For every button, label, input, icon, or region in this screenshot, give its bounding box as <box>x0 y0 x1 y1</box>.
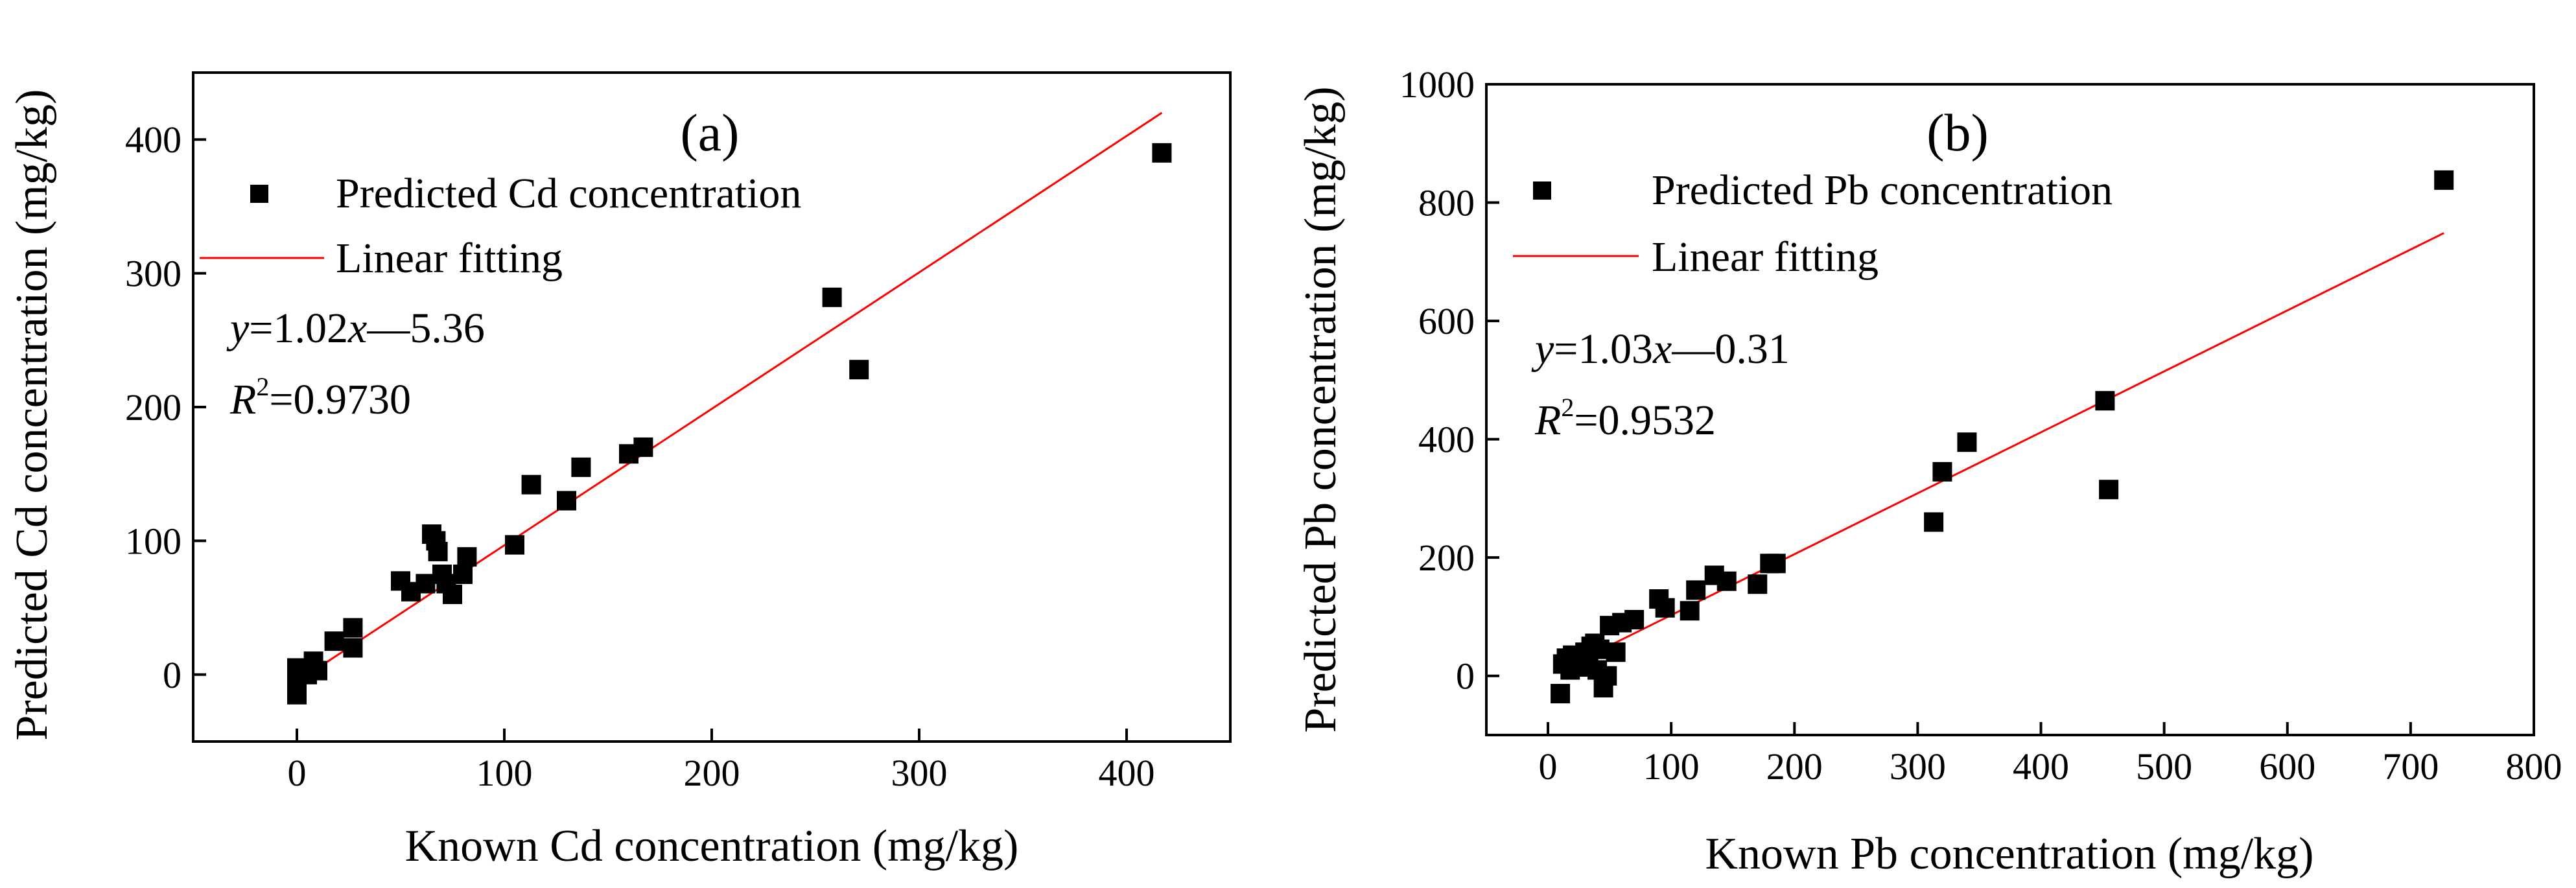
y-tick-label: 800 <box>1418 182 1475 224</box>
data-point <box>505 535 524 555</box>
y-tick-label: 200 <box>125 386 181 428</box>
data-point <box>1680 601 1700 621</box>
data-points <box>1551 170 2454 704</box>
data-point <box>571 457 591 477</box>
legend-line-label: Linear fitting <box>336 235 563 282</box>
data-point <box>453 565 473 584</box>
x-tick-label: 400 <box>2013 745 2069 788</box>
data-point <box>2099 480 2119 500</box>
data-point <box>849 360 869 380</box>
panel-label: (b) <box>1926 103 1989 162</box>
x-tick-label: 100 <box>476 752 533 794</box>
y-tick-label: 300 <box>125 253 181 295</box>
x-tick-label: 800 <box>2506 745 2562 788</box>
data-point <box>1716 571 1737 591</box>
y-axis-ticks: 0 200 400 600 800 1000 <box>1399 64 1499 697</box>
data-point <box>1748 574 1768 594</box>
data-point <box>1606 642 1626 662</box>
x-tick-label: 600 <box>2259 745 2315 788</box>
data-point <box>308 660 327 681</box>
legend-points-label: Predicted Pb concentration <box>1652 167 2113 214</box>
regression-equation: y=1.03x—0.31 <box>1531 325 1790 373</box>
x-axis-ticks: 0 100 200 300 400 500 600 700 800 <box>1539 722 2562 788</box>
data-point <box>1152 143 1172 163</box>
data-point <box>1924 512 1944 532</box>
y-tick-label: 0 <box>1456 655 1475 697</box>
data-point <box>343 638 363 658</box>
x-tick-label: 700 <box>2382 745 2439 788</box>
panel-label: (a) <box>680 103 739 162</box>
data-points <box>287 143 1172 705</box>
x-tick-label: 300 <box>1890 745 1946 788</box>
x-tick-label: 300 <box>891 752 948 794</box>
x-tick-label: 200 <box>1766 745 1823 788</box>
x-axis-title: Known Cd concentration (mg/kg) <box>405 821 1019 871</box>
legend-line-label: Linear fitting <box>1652 233 1879 281</box>
legend-point-marker <box>250 185 268 203</box>
y-axis-title: Predicted Cd concentration (mg/kg) <box>7 89 57 741</box>
data-point <box>343 618 363 638</box>
legend-point-marker <box>1533 181 1551 200</box>
data-point <box>633 437 653 457</box>
x-axis-title: Known Pb concentration (mg/kg) <box>1705 829 2314 879</box>
data-point <box>1686 580 1706 600</box>
data-point <box>1766 554 1786 574</box>
data-point <box>822 287 842 307</box>
legend-points-label: Predicted Cd concentration <box>336 170 801 217</box>
x-tick-label: 0 <box>1539 745 1558 788</box>
data-point <box>1655 598 1675 618</box>
y-tick-label: 200 <box>1418 537 1475 579</box>
x-axis-ticks: 0 100 200 300 400 <box>288 729 1155 794</box>
data-point <box>557 491 576 511</box>
x-tick-label: 0 <box>288 752 307 794</box>
x-tick-label: 200 <box>684 752 740 794</box>
y-tick-label: 1000 <box>1399 64 1475 106</box>
data-point <box>521 474 541 495</box>
data-point <box>416 574 436 594</box>
x-tick-label: 500 <box>2136 745 2192 788</box>
data-point <box>2095 391 2115 411</box>
y-axis-ticks: 0 100 200 300 400 <box>125 119 206 696</box>
x-tick-label: 400 <box>1099 752 1155 794</box>
data-point <box>1597 666 1617 686</box>
data-point <box>457 547 477 567</box>
data-point <box>324 631 344 651</box>
data-point <box>1957 432 1977 452</box>
panel-b: 0 100 200 300 400 500 600 700 800 0 200 400 600 800 1… <box>1296 64 2562 879</box>
data-point <box>1624 610 1645 630</box>
data-point <box>2434 170 2454 190</box>
y-tick-label: 0 <box>163 654 181 696</box>
data-point <box>428 541 448 561</box>
y-tick-label: 400 <box>1418 419 1475 461</box>
regression-equation: y=1.02x—5.36 <box>226 305 485 352</box>
data-point <box>1551 684 1571 704</box>
plot-frame <box>1485 83 2535 736</box>
y-tick-label: 100 <box>125 520 181 562</box>
data-point <box>443 584 462 604</box>
panel-a: 0 100 200 300 400 0 100 200 300 400 (a) Predicte… <box>7 71 1232 871</box>
y-axis-title: Predicted Pb concentration (mg/kg) <box>1296 86 1346 732</box>
r-squared: R2=0.9532 <box>1534 393 1716 444</box>
r-squared: R2=0.9730 <box>229 372 411 423</box>
x-tick-label: 100 <box>1643 745 1700 788</box>
y-tick-label: 600 <box>1418 300 1475 342</box>
data-point <box>1932 462 1952 482</box>
y-tick-label: 400 <box>125 119 181 161</box>
linear-fit-line <box>1560 232 2444 671</box>
